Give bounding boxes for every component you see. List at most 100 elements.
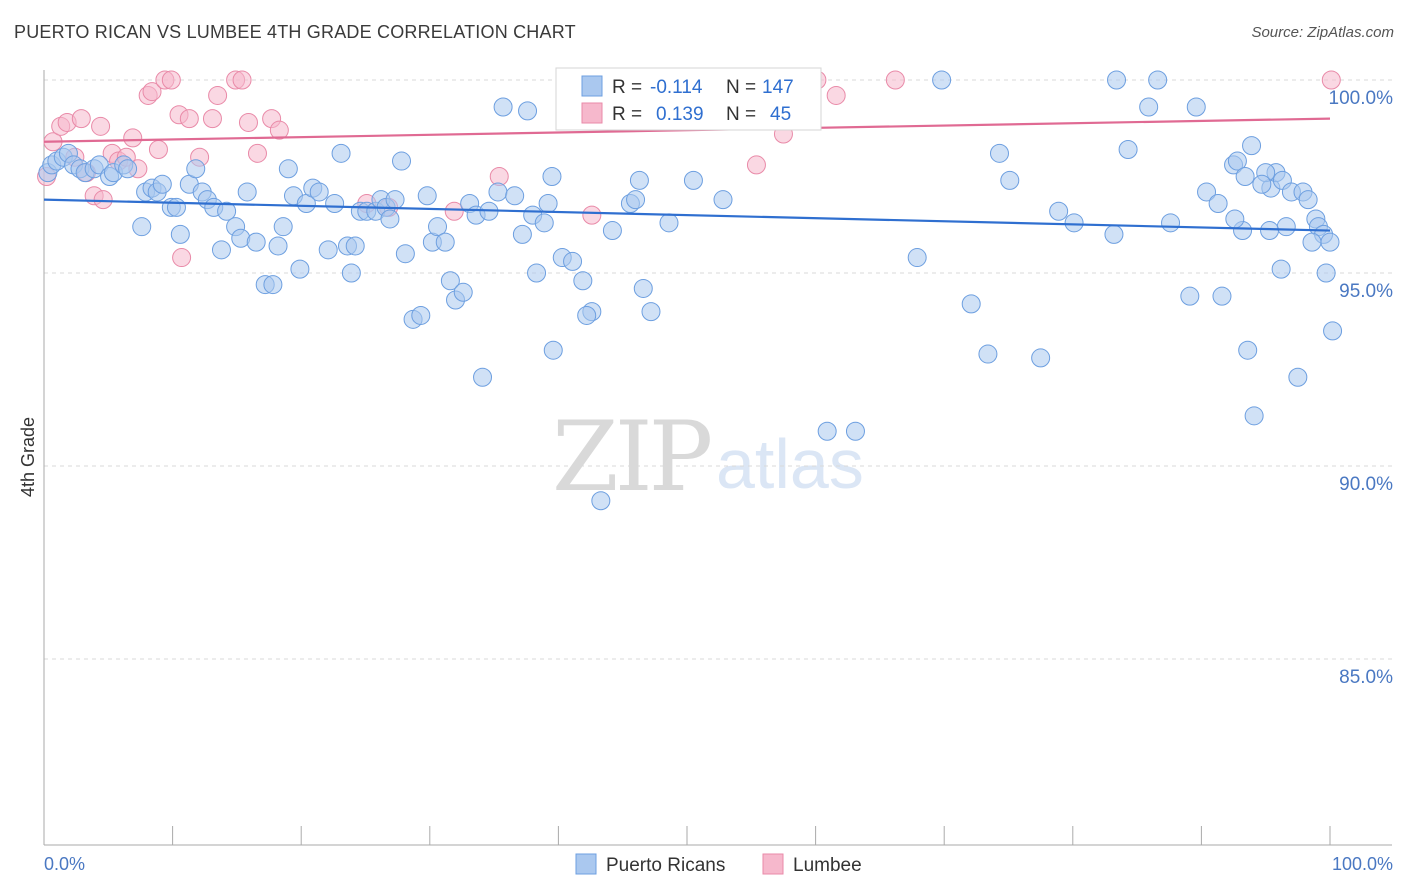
puerto-rican-point-103 (1031, 348, 1051, 368)
stats-r-label-2: R = (612, 104, 642, 125)
puerto-rican-point-78 (538, 194, 558, 214)
puerto-ricans-trend-line (43, 198, 1331, 232)
puerto-rican-point-79 (543, 340, 563, 360)
lumbee-point-22 (179, 109, 199, 129)
puerto-rican-point-43 (318, 240, 338, 260)
lumbee-point-28 (238, 112, 258, 132)
lumbee-point-13 (123, 128, 143, 148)
lumbee-point-39 (746, 155, 766, 175)
puerto-rican-point-82 (573, 271, 593, 291)
puerto-rican-point-141 (1227, 151, 1247, 171)
watermark-atlas: atlas (716, 425, 864, 503)
chart-title: PUERTO RICAN VS LUMBEE 4TH GRADE CORRELA… (14, 22, 576, 42)
stats-r-label-1: R = (612, 77, 642, 98)
puerto-rican-point-138 (1316, 263, 1336, 283)
watermark-zip: ZIP (552, 401, 711, 513)
puerto-rican-point-147 (542, 167, 562, 186)
puerto-rican-point-54 (380, 209, 400, 229)
legend-swatch-lumbee (762, 853, 784, 875)
puerto-rican-point-119 (1238, 340, 1258, 360)
puerto-rican-point-88 (629, 170, 649, 190)
puerto-rican-point-69 (473, 367, 493, 387)
puerto-rican-point-104 (1049, 201, 1069, 221)
y-tick-label-2: 90.0% (1339, 474, 1393, 495)
puerto-rican-point-97 (907, 248, 927, 268)
puerto-rican-point-150 (713, 190, 733, 210)
legend-swatch-puerto-ricans (575, 853, 597, 875)
puerto-rican-point-14 (132, 217, 152, 237)
puerto-rican-point-112 (1180, 286, 1200, 306)
y-tick-labels: 100.0% 95.0% 90.0% 85.0% (1329, 88, 1394, 688)
puerto-rican-point-28 (217, 201, 237, 221)
puerto-rican-point-95 (817, 421, 837, 441)
stats-r-value-2: 0.139 (656, 104, 704, 125)
puerto-rican-point-45 (331, 143, 351, 163)
data-points (37, 70, 1343, 511)
lumbee-point-27 (232, 70, 252, 90)
lumbee-point-5 (71, 109, 91, 129)
puerto-rican-point-35 (268, 236, 288, 256)
lumbee-point-19 (161, 70, 181, 90)
puerto-rican-point-100 (978, 344, 998, 364)
puerto-rican-point-113 (1186, 97, 1206, 117)
puerto-rican-point-57 (395, 244, 415, 264)
puerto-rican-point-124 (1276, 217, 1296, 237)
stats-swatch-pink (581, 102, 603, 124)
lumbee-point-31 (269, 120, 289, 140)
puerto-rican-point-89 (659, 213, 679, 233)
lumbee-point-21 (172, 248, 192, 268)
stats-box: R = -0.114 N = 147 R = 0.139 N = 45 (555, 67, 822, 131)
puerto-rican-point-56 (392, 151, 412, 171)
puerto-rican-point-96 (845, 421, 865, 441)
stats-r-value-1: -0.114 (650, 77, 703, 98)
puerto-rican-point-62 (428, 217, 448, 237)
puerto-rican-point-74 (512, 224, 532, 244)
puerto-rican-point-72 (493, 97, 513, 117)
y-tick-label-3: 85.0% (1339, 667, 1393, 688)
puerto-rican-point-60 (417, 186, 437, 206)
puerto-rican-point-107 (1107, 70, 1127, 90)
x-tick-label-0: 0.0% (44, 854, 85, 874)
puerto-rican-point-73 (505, 186, 525, 206)
puerto-rican-point-66 (453, 282, 473, 302)
puerto-rican-point-136 (1271, 259, 1291, 279)
puerto-rican-point-142 (1252, 174, 1272, 194)
puerto-rican-point-42 (309, 182, 329, 202)
legend-label-puerto-ricans: Puerto Ricans (606, 855, 725, 876)
lumbee-point-42 (826, 85, 846, 105)
puerto-rican-point-20 (166, 197, 186, 217)
puerto-rican-point-31 (237, 182, 257, 202)
puerto-rican-point-76 (527, 263, 547, 283)
y-tick-label-1: 95.0% (1339, 281, 1393, 302)
puerto-rican-point-85 (602, 221, 622, 241)
lumbee-point-34 (444, 201, 464, 221)
puerto-rican-point-77 (534, 213, 554, 233)
watermark: ZIP atlas (552, 401, 864, 513)
stats-n-label-1: N = (726, 77, 756, 98)
puerto-rican-point-48 (345, 236, 365, 256)
lumbee-point-43 (885, 70, 905, 90)
stats-swatch-blue (581, 75, 603, 97)
lumbee-point-36 (582, 205, 602, 225)
stats-n-value-2: 45 (770, 104, 791, 125)
puerto-rican-point-143 (1235, 167, 1255, 186)
puerto-rican-point-37 (278, 159, 298, 179)
puerto-rican-point-114 (1197, 182, 1217, 202)
puerto-rican-point-32 (246, 232, 266, 252)
lumbee-point-16 (142, 82, 162, 102)
puerto-rican-point-120 (1244, 406, 1264, 426)
y-tick-label-0: 100.0% (1329, 88, 1394, 109)
puerto-rican-point-111 (1161, 213, 1181, 233)
axes (43, 70, 1392, 846)
stats-n-label-2: N = (726, 104, 756, 125)
puerto-rican-point-64 (440, 271, 460, 291)
puerto-rican-point-44 (325, 194, 345, 214)
x-tick-labels: 0.0% 100.0% (44, 854, 1393, 874)
puerto-rican-point-108 (1118, 139, 1138, 159)
source-label: Source: ZipAtlas.com (1251, 24, 1394, 41)
puerto-rican-point-110 (1148, 70, 1168, 90)
puerto-rican-point-148 (577, 305, 597, 325)
puerto-rican-point-27 (211, 240, 231, 260)
puerto-rican-point-34 (263, 275, 283, 295)
